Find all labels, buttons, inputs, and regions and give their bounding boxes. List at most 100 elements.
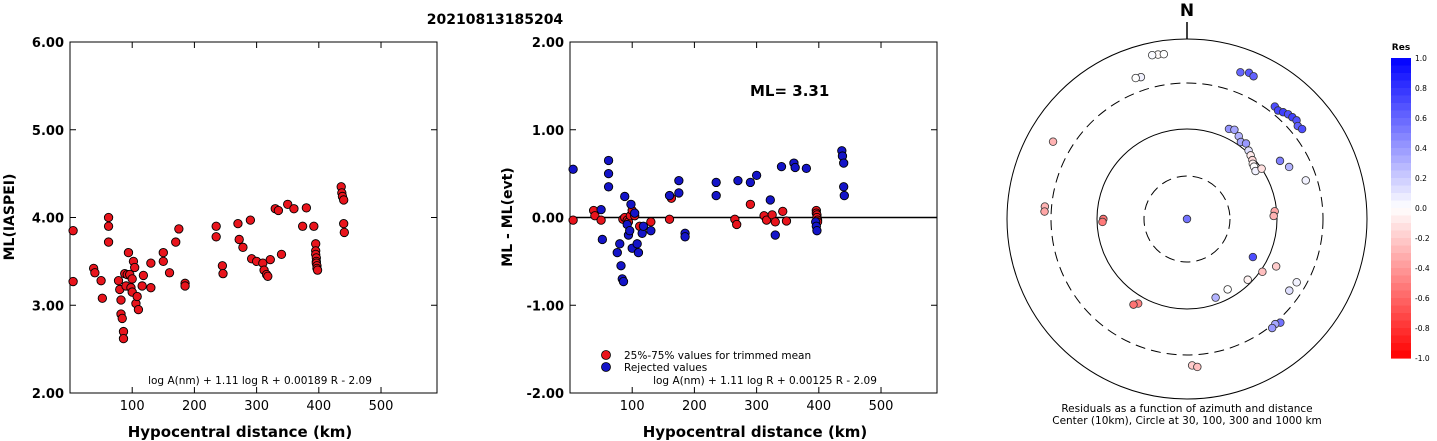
colorbar-segment xyxy=(1391,275,1411,284)
rejected-point xyxy=(839,182,849,192)
data-points xyxy=(568,146,849,287)
station-point xyxy=(1258,267,1267,276)
data-point xyxy=(132,291,142,302)
colorbar-tick-label: 0.6 xyxy=(1415,114,1427,123)
trimmed-point xyxy=(761,215,772,225)
ml-value-label: ML= 3.31 xyxy=(750,82,829,100)
y-axis-label: ML - ML(evt) xyxy=(500,167,516,266)
station-point xyxy=(1236,68,1245,77)
data-point xyxy=(116,295,126,305)
data-point xyxy=(339,227,349,238)
data-point xyxy=(103,221,114,231)
station-point xyxy=(1147,50,1157,60)
colorbar-tick-label: 0.4 xyxy=(1415,144,1427,153)
y-axis-label: ML(IASPEI) xyxy=(2,174,18,261)
colorbar-tick-label: 0.2 xyxy=(1415,174,1427,183)
rejected-point xyxy=(680,232,690,242)
data-point xyxy=(164,268,175,278)
colorbar-segment xyxy=(1391,125,1411,134)
rejected-point xyxy=(603,182,614,192)
station-point xyxy=(1241,139,1251,148)
ring-300km xyxy=(1050,82,1324,356)
colorbar-segment xyxy=(1391,335,1411,344)
data-point xyxy=(146,283,156,293)
data-point xyxy=(217,261,228,271)
station-point xyxy=(1249,72,1258,81)
rejected-point xyxy=(646,226,656,236)
x-tick-label: 400 xyxy=(306,399,331,414)
data-point xyxy=(233,218,243,229)
rejected-point xyxy=(674,188,684,198)
station-point xyxy=(1257,164,1266,173)
rejected-point xyxy=(765,195,775,205)
rejected-point xyxy=(633,247,644,258)
data-point xyxy=(137,281,147,291)
data-point xyxy=(96,276,106,286)
colorbar-segment xyxy=(1391,290,1411,299)
data-point xyxy=(339,218,349,229)
rejected-point xyxy=(615,239,625,249)
legend-marker-rejected xyxy=(601,362,611,372)
y-tick-label: -2.00 xyxy=(527,387,564,402)
rejected-point xyxy=(620,191,630,202)
colorbar-segment xyxy=(1391,343,1411,352)
rejected-point xyxy=(612,247,622,258)
station-point xyxy=(1275,156,1285,166)
colorbar-segment xyxy=(1391,320,1411,329)
rejected-point xyxy=(596,204,606,215)
station-point xyxy=(1292,278,1301,287)
caption-line-2: Center (10km), Circle at 30, 100, 300 an… xyxy=(1052,415,1322,427)
legend-marker-trimmed xyxy=(601,350,611,360)
colorbar-segment xyxy=(1391,133,1411,142)
legend-label-trimmed: 25%-75% values for trimmed mean xyxy=(624,350,811,362)
colorbar-segment xyxy=(1391,178,1411,187)
colorbar-segment xyxy=(1391,118,1411,127)
colorbar-tick-label: 0.8 xyxy=(1415,84,1427,93)
colorbar-segment xyxy=(1391,245,1411,254)
station-point xyxy=(1129,300,1138,309)
data-point xyxy=(118,333,129,344)
colorbar-segment xyxy=(1391,298,1411,307)
colorbar-segment xyxy=(1391,148,1411,157)
data-point xyxy=(123,247,134,258)
ring-100km xyxy=(1096,128,1278,310)
rejected-point xyxy=(839,190,849,201)
trimmed-point xyxy=(568,215,578,225)
rejected-point xyxy=(751,170,762,181)
trimmed-point xyxy=(596,215,606,225)
colorbar-segment xyxy=(1391,170,1411,179)
data-point xyxy=(339,195,349,205)
data-point xyxy=(218,269,228,279)
data-point xyxy=(283,199,293,209)
colorbar-segment xyxy=(1391,65,1411,74)
x-tick-label: 400 xyxy=(806,399,831,414)
station-point xyxy=(1040,207,1049,216)
y-tick-label: 0.00 xyxy=(532,212,564,227)
station-point xyxy=(1230,125,1239,135)
colorbar-segment xyxy=(1391,163,1411,172)
data-point xyxy=(130,262,140,273)
ring-30km xyxy=(1143,175,1231,263)
rejected-point xyxy=(770,230,780,240)
rejected-point xyxy=(625,226,635,236)
trimmed-point xyxy=(646,217,656,227)
y-tick-label: 6.00 xyxy=(32,36,64,51)
data-point xyxy=(238,242,248,252)
data-point xyxy=(297,221,308,231)
rejected-point xyxy=(568,164,578,174)
data-point xyxy=(103,237,114,247)
colorbar-segment xyxy=(1391,208,1411,217)
x-tick-label: 200 xyxy=(182,399,207,414)
x-axis-label: Hypocentral distance (km) xyxy=(128,423,353,441)
rejected-point xyxy=(603,168,614,179)
colorbar-segment xyxy=(1391,215,1411,224)
axis-ticks: 100 200 300 400 500 -2.00 -1.00 0.00 1.00 2.00 xyxy=(527,36,937,414)
rejected-point xyxy=(638,221,649,231)
trimmed-point xyxy=(732,219,742,230)
colorbar-title: Res xyxy=(1392,43,1410,53)
x-tick-label: 200 xyxy=(682,399,707,414)
north-label: N xyxy=(1180,1,1194,21)
colorbar-tick-label: -1.0 xyxy=(1415,354,1430,363)
colorbar: 1.0 0.8 0.6 0.4 0.2 0.0 -0.2 -0.4 -0.6 -0.8 -1.0 xyxy=(1391,54,1430,363)
colorbar-segment xyxy=(1391,80,1411,89)
